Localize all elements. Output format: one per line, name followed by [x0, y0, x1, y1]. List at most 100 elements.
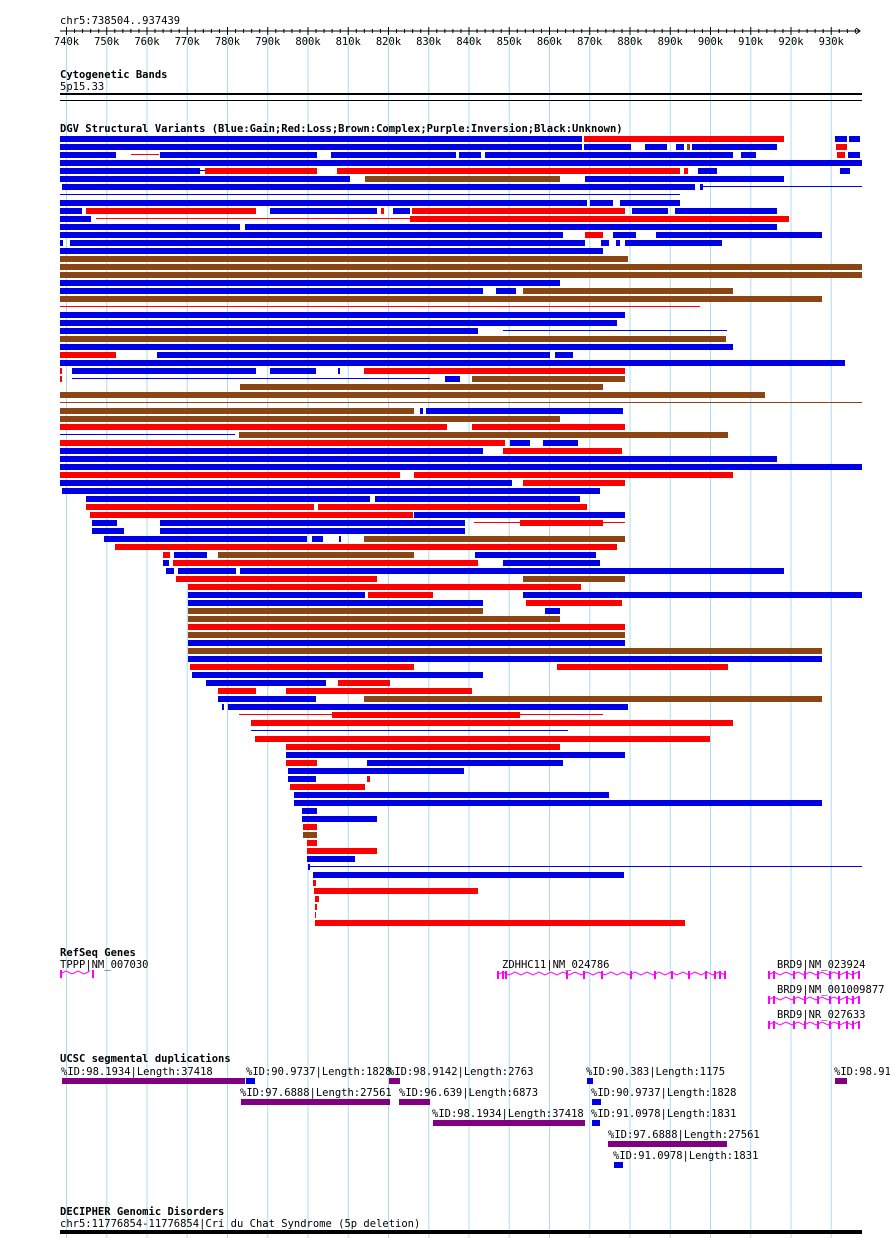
dgv-variant[interactable]: [60, 216, 91, 222]
dgv-variant[interactable]: [60, 256, 628, 262]
dgv-variant[interactable]: [308, 864, 310, 870]
dgv-variant[interactable]: [381, 208, 384, 214]
dgv-variant[interactable]: [331, 152, 456, 158]
dgv-variant[interactable]: [698, 168, 717, 174]
segdup-label[interactable]: %ID:91.0978|Length:1831: [613, 1150, 758, 1162]
dgv-variant[interactable]: [543, 440, 578, 446]
dgv-variant[interactable]: [375, 496, 580, 502]
dgv-variant[interactable]: [837, 152, 845, 158]
segdup-label[interactable]: %ID:98.1934|Length:37418: [432, 1108, 584, 1120]
dgv-variant[interactable]: [302, 816, 377, 822]
dgv-variant[interactable]: [555, 352, 573, 358]
dgv-variant[interactable]: [60, 392, 765, 398]
dgv-variant[interactable]: [166, 568, 174, 574]
dgv-variant[interactable]: [523, 480, 625, 486]
dgv-variant[interactable]: [741, 152, 756, 158]
dgv-variant[interactable]: [222, 704, 224, 710]
segdup-features[interactable]: [62, 1078, 847, 1168]
segdup-label[interactable]: %ID:90.9737|Length:1828: [246, 1066, 391, 1078]
dgv-variant[interactable]: [60, 288, 483, 294]
dgv-variant[interactable]: [526, 600, 622, 606]
dgv-variant[interactable]: [188, 592, 365, 598]
dgv-variant[interactable]: [312, 536, 323, 542]
gene-label-tppp[interactable]: TPPP|NM_007030: [60, 959, 149, 971]
dgv-variant[interactable]: [60, 312, 625, 318]
dgv-variant[interactable]: [675, 208, 777, 214]
dgv-variant[interactable]: [585, 232, 603, 238]
dgv-variant[interactable]: [503, 560, 600, 566]
dgv-variant[interactable]: [503, 448, 622, 454]
dgv-variant[interactable]: [173, 560, 478, 566]
dgv-variant[interactable]: [692, 144, 777, 150]
dgv-variant[interactable]: [240, 568, 784, 574]
dgv-variant[interactable]: [342, 168, 680, 174]
segdup-feature[interactable]: [592, 1099, 601, 1105]
dgv-variant[interactable]: [459, 152, 481, 158]
dgv-variant[interactable]: [60, 200, 587, 206]
dgv-variant[interactable]: [205, 168, 317, 174]
dgv-variant[interactable]: [286, 752, 625, 758]
dgv-variant[interactable]: [313, 880, 316, 886]
dgv-variant[interactable]: [412, 208, 625, 214]
dgv-variant[interactable]: [687, 144, 690, 150]
dgv-variant[interactable]: [313, 872, 624, 878]
dgv-variant[interactable]: [585, 176, 784, 182]
dgv-variant[interactable]: [288, 776, 316, 782]
dgv-variant[interactable]: [245, 224, 777, 230]
dgv-variant[interactable]: [60, 272, 862, 278]
dgv-variant[interactable]: [616, 240, 620, 246]
dgv-variant[interactable]: [270, 368, 316, 374]
decipher-bar[interactable]: [60, 1230, 862, 1234]
dgv-variant[interactable]: [288, 768, 464, 774]
segdup-label[interactable]: %ID:90.9737|Length:1828: [591, 1087, 736, 1099]
cytoband-bar[interactable]: [60, 93, 862, 95]
gene-label-brd9-3[interactable]: BRD9|NR_027633: [777, 1009, 866, 1021]
dgv-variant[interactable]: [414, 512, 625, 518]
dgv-variant[interactable]: [286, 744, 560, 750]
dgv-variant[interactable]: [104, 536, 307, 542]
dgv-variant[interactable]: [62, 184, 695, 190]
dgv-variant[interactable]: [60, 408, 414, 414]
dgv-variant[interactable]: [420, 408, 423, 414]
dgv-variant[interactable]: [676, 144, 684, 150]
dgv-variant[interactable]: [315, 896, 319, 902]
dgv-variant[interactable]: [485, 152, 733, 158]
segdup-feature[interactable]: [592, 1120, 600, 1126]
dgv-variant[interactable]: [307, 848, 377, 854]
dgv-variant[interactable]: [684, 168, 688, 174]
dgv-variant[interactable]: [286, 760, 317, 766]
dgv-variant[interactable]: [86, 504, 314, 510]
dgv-variant[interactable]: [445, 376, 460, 382]
dgv-variant[interactable]: [188, 608, 483, 614]
dgv-variant[interactable]: [228, 704, 628, 710]
dgv-variant[interactable]: [188, 600, 483, 606]
dgv-variant[interactable]: [163, 560, 169, 566]
segdup-feature[interactable]: [389, 1078, 400, 1084]
dgv-variant[interactable]: [218, 552, 414, 558]
dgv-variant[interactable]: [393, 208, 410, 214]
dgv-variant[interactable]: [307, 840, 317, 846]
dgv-variant[interactable]: [520, 520, 603, 526]
dgv-variant[interactable]: [426, 408, 623, 414]
dgv-variant[interactable]: [314, 888, 478, 894]
dgv-variant[interactable]: [60, 240, 63, 246]
dgv-variant[interactable]: [160, 152, 317, 158]
gene-model-brd9-1[interactable]: [767, 971, 860, 979]
gene-model-brd9-3[interactable]: [767, 1021, 860, 1029]
gene-model-brd9-2[interactable]: [767, 996, 860, 1004]
gene-label-brd9-1[interactable]: BRD9|NM_023924: [777, 959, 866, 971]
dgv-variant[interactable]: [60, 152, 116, 158]
dgv-variant[interactable]: [251, 720, 733, 726]
dgv-variant[interactable]: [365, 176, 560, 182]
dgv-variant[interactable]: [303, 832, 317, 838]
segdup-feature[interactable]: [608, 1141, 727, 1147]
dgv-variant[interactable]: [60, 176, 350, 182]
dgv-variant[interactable]: [160, 528, 465, 534]
dgv-variant[interactable]: [60, 160, 862, 166]
dgv-variant[interactable]: [835, 136, 847, 142]
dgv-variant[interactable]: [163, 552, 170, 558]
dgv-variant[interactable]: [523, 592, 862, 598]
dgv-variant[interactable]: [584, 136, 784, 142]
dgv-variant[interactable]: [188, 584, 581, 590]
dgv-variant[interactable]: [206, 680, 326, 686]
